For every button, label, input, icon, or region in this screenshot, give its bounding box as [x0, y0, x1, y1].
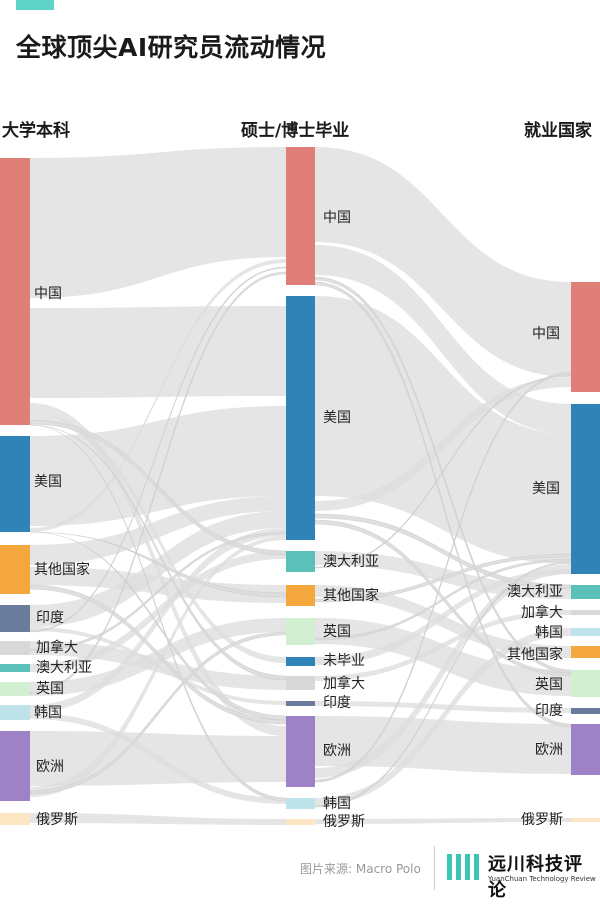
undergrad-node-2: [0, 545, 30, 594]
graduate-node-9: [286, 798, 315, 809]
employment-label-6: 英国: [535, 677, 563, 693]
flow-ribbon: [30, 536, 286, 797]
employment-label-0: 中国: [532, 326, 560, 342]
graduate-label-2: 澳大利亚: [323, 554, 379, 570]
footer-divider: [434, 846, 435, 890]
graduate-label-10: 俄罗斯: [323, 814, 365, 830]
flow-ribbon: [30, 259, 286, 532]
undergrad-label-0: 中国: [34, 286, 62, 302]
employment-node-9: [571, 818, 600, 822]
page-title: 全球顶尖AI研究员流动情况: [16, 33, 327, 62]
graduate-label-5: 未毕业: [323, 653, 365, 669]
undergrad-label-1: 美国: [34, 474, 62, 490]
graduate-label-0: 中国: [323, 210, 351, 226]
title-accent-bar: [16, 0, 54, 10]
undergrad-node-3: [0, 605, 30, 632]
employment-label-8: 欧洲: [535, 742, 563, 758]
flow-ribbon: [315, 564, 571, 778]
employment-label-1: 美国: [532, 481, 560, 497]
employment-node-8: [571, 724, 600, 775]
flow-ribbon: [315, 818, 571, 824]
flow-ribbon: [30, 511, 286, 627]
employment-node-3: [571, 610, 600, 615]
graduate-node-10: [286, 819, 315, 825]
undergrad-node-5: [0, 664, 30, 672]
employment-node-1: [571, 404, 600, 574]
graduate-node-2: [286, 551, 315, 572]
flow-ribbon: [315, 377, 571, 511]
source-credit: 图片来源: Macro Polo: [300, 862, 421, 876]
undergrad-label-3: 印度: [36, 610, 64, 626]
undergrad-node-6: [0, 682, 30, 696]
undergrad-label-9: 俄罗斯: [36, 812, 78, 828]
graduate-node-6: [286, 676, 315, 690]
graduate-label-3: 其他国家: [323, 588, 379, 604]
employment-node-0: [571, 282, 600, 392]
logo-icon: [447, 854, 479, 880]
flow-ribbon: [30, 813, 286, 825]
graduate-node-5: [286, 657, 315, 666]
employment-node-5: [571, 646, 600, 658]
sankey-flows: [29, 147, 572, 825]
graduate-node-0: [286, 147, 315, 285]
flow-ribbon: [30, 731, 286, 786]
graduate-node-1: [286, 296, 315, 540]
employment-label-4: 韩国: [535, 625, 563, 641]
graduate-node-4: [286, 618, 315, 645]
flow-ribbon: [30, 496, 286, 565]
graduate-label-4: 英国: [323, 624, 351, 640]
employment-label-3: 加拿大: [521, 605, 563, 621]
employment-node-2: [571, 585, 600, 599]
employment-label-5: 其他国家: [507, 647, 563, 663]
employment-node-7: [571, 708, 600, 714]
graduate-label-9: 韩国: [323, 796, 351, 812]
employment-label-9: 俄罗斯: [521, 812, 563, 828]
graduate-label-1: 美国: [323, 410, 351, 426]
graduate-node-8: [286, 716, 315, 787]
flow-ribbon: [30, 567, 286, 603]
column-header-employment: 就业国家: [524, 121, 592, 141]
undergrad-node-9: [0, 813, 30, 825]
graduate-label-6: 加拿大: [323, 676, 365, 692]
undergrad-label-7: 韩国: [34, 705, 62, 721]
employment-node-6: [571, 670, 600, 697]
flow-ribbon: [30, 528, 286, 713]
flow-ribbon: [315, 701, 571, 713]
sankey-nodes: [0, 147, 600, 825]
undergrad-node-4: [0, 641, 30, 655]
graduate-node-3: [286, 585, 315, 606]
undergrad-node-7: [0, 705, 30, 720]
flow-ribbon: [315, 628, 571, 806]
logo-text-cn: 远川科技评论: [488, 854, 583, 901]
graduate-node-7: [286, 701, 315, 706]
undergrad-node-1: [0, 436, 30, 532]
flow-ribbon: [315, 716, 571, 774]
undergrad-label-4: 加拿大: [36, 640, 78, 656]
column-header-undergrad: 大学本科: [2, 121, 70, 141]
flow-ribbon: [315, 147, 571, 377]
flow-ribbon: [315, 585, 571, 658]
flow-ribbon: [30, 147, 286, 298]
graduate-label-8: 欧洲: [323, 743, 351, 759]
graduate-label-7: 印度: [323, 695, 351, 711]
employment-label-2: 澳大利亚: [507, 584, 563, 600]
undergrad-label-2: 其他国家: [34, 562, 90, 578]
undergrad-node-8: [0, 731, 30, 801]
flow-ribbon: [30, 618, 286, 696]
undergrad-label-5: 澳大利亚: [36, 660, 92, 676]
undergrad-label-6: 英国: [36, 681, 64, 697]
flow-ribbon: [315, 245, 571, 434]
undergrad-node-0: [0, 158, 30, 425]
undergrad-label-8: 欧洲: [36, 759, 64, 775]
employment-node-4: [571, 628, 600, 636]
employment-label-7: 印度: [535, 703, 563, 719]
flow-ribbon: [30, 306, 286, 398]
logo-text-en: YuanChuan Technology Review: [488, 875, 596, 883]
flow-ribbon: [315, 569, 571, 665]
flow-ribbon: [315, 610, 571, 681]
column-header-graduate: 硕士/博士毕业: [241, 121, 350, 141]
